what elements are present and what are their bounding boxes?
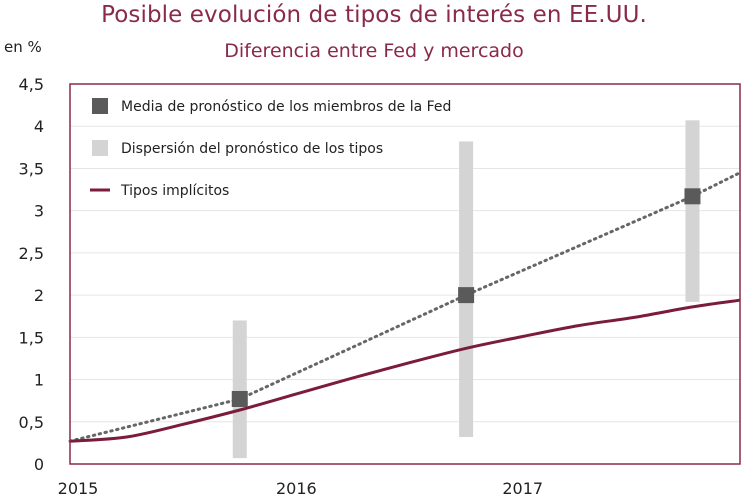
fed-trend-dotted-line bbox=[68, 171, 742, 443]
chart-title: Posible evolución de tipos de interés en… bbox=[101, 2, 647, 28]
legend-label: Tipos implícitos bbox=[120, 183, 229, 199]
implied-rate-line bbox=[69, 298, 741, 443]
fed-trend-line bbox=[68, 171, 742, 443]
x-tick-labels: 2015 2016 2017 bbox=[58, 479, 543, 498]
y-tick-label: 0,5 bbox=[19, 413, 44, 432]
implied-rate-series-line bbox=[69, 298, 741, 443]
y-tick-label: 2,5 bbox=[19, 244, 44, 263]
dispersion-bars bbox=[232, 120, 700, 459]
y-tick-label: 4,5 bbox=[19, 75, 44, 94]
y-tick-label: 1,5 bbox=[19, 328, 44, 347]
x-tick-label: 2015 bbox=[58, 479, 99, 498]
legend-swatch-square bbox=[92, 140, 108, 156]
x-tick-label: 2016 bbox=[276, 479, 317, 498]
dispersion-bar bbox=[685, 120, 700, 302]
y-tick-label: 1 bbox=[34, 371, 44, 390]
y-tick-labels: 0 0,5 1 1,5 2 2,5 3 3,5 4 4,5 bbox=[19, 75, 44, 474]
fed-median-marker bbox=[684, 188, 701, 205]
legend: Media de pronóstico de los miembros de l… bbox=[90, 98, 451, 199]
chart-subtitle: Diferencia entre Fed y mercado bbox=[224, 40, 524, 62]
fed-median-marker bbox=[458, 287, 475, 304]
plot-frame bbox=[69, 83, 741, 465]
gridlines bbox=[70, 83, 740, 423]
y-tick-label: 4 bbox=[34, 117, 44, 136]
legend-swatch-square bbox=[92, 98, 108, 114]
x-tick-label: 2017 bbox=[502, 479, 543, 498]
legend-label: Media de pronóstico de los miembros de l… bbox=[121, 99, 451, 115]
dispersion-bar bbox=[232, 320, 247, 459]
fed-median-marker bbox=[231, 390, 248, 407]
legend-label: Dispersión del pronóstico de los tipos bbox=[121, 141, 383, 157]
y-tick-label: 0 bbox=[34, 455, 44, 474]
y-tick-label: 3 bbox=[34, 202, 44, 221]
y-tick-label: 2 bbox=[34, 286, 44, 305]
fed-median-markers bbox=[231, 188, 701, 407]
y-tick-label: 3,5 bbox=[19, 159, 44, 178]
y-axis-label: en % bbox=[4, 38, 42, 56]
